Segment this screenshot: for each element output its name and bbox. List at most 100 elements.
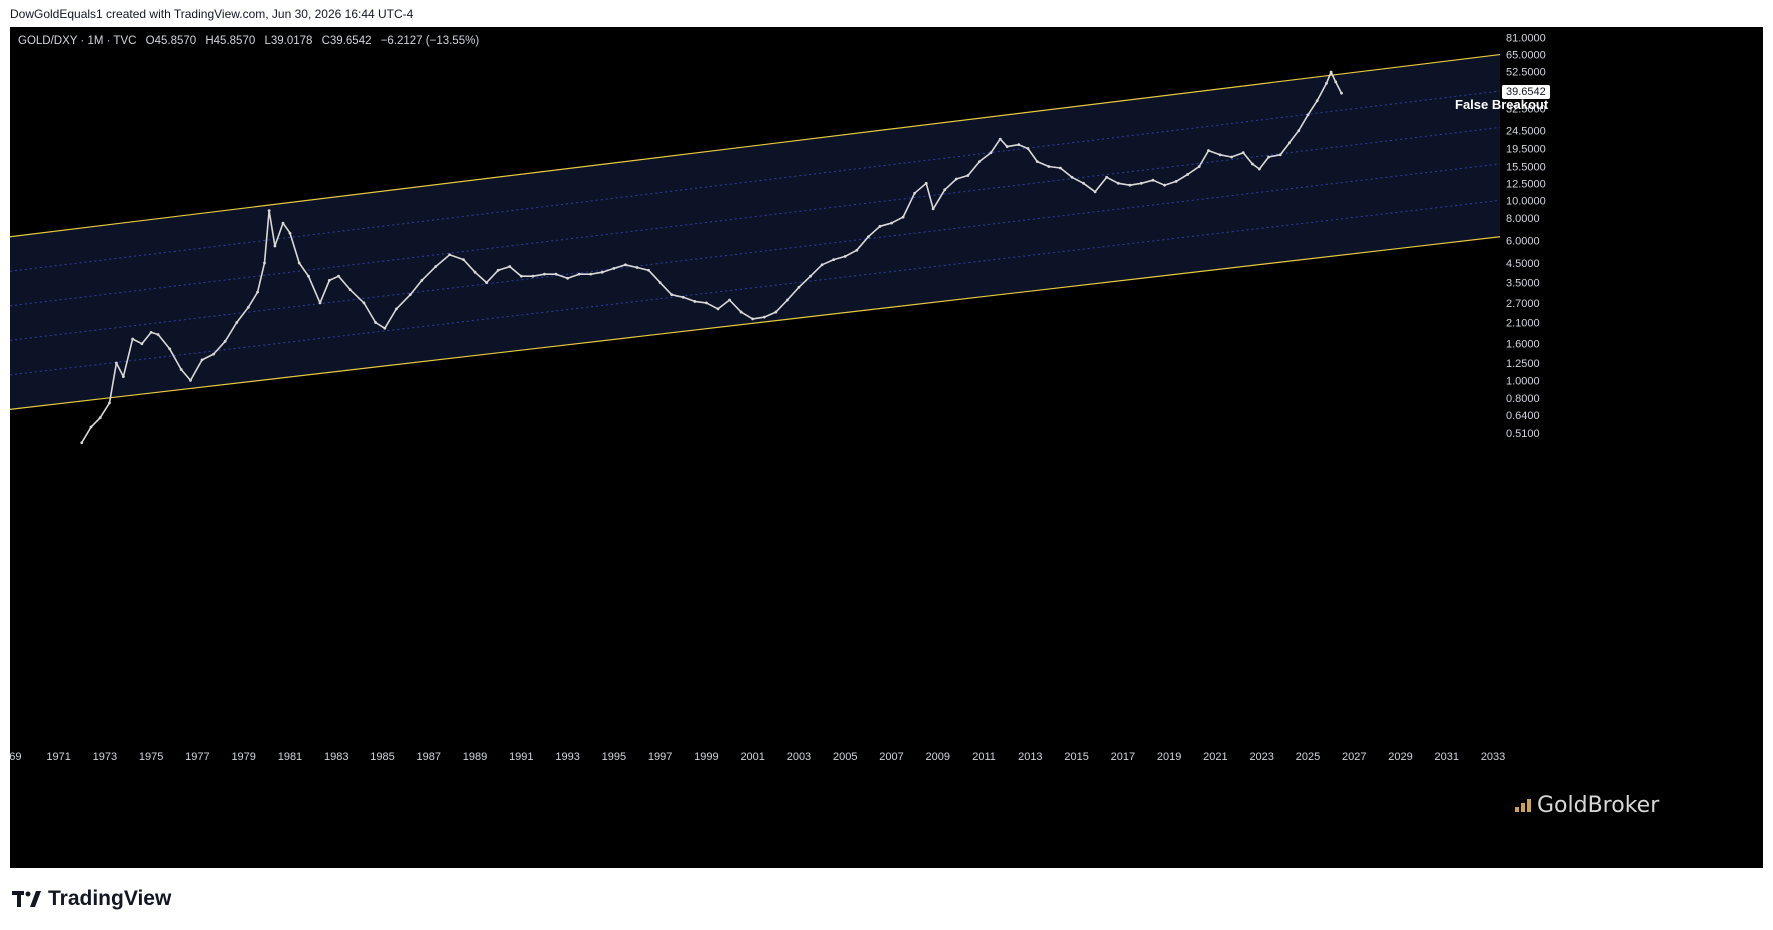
price-point-80: [943, 188, 947, 192]
channel-midline-3: [10, 126, 1501, 307]
price-point-82: [966, 174, 970, 177]
price-point-56: [670, 293, 674, 297]
price-point-105: [1218, 153, 1222, 157]
price-point-35: [420, 279, 424, 282]
price-point-19: [263, 261, 266, 265]
price-point-108: [1251, 162, 1254, 166]
price-point-66: [785, 298, 789, 302]
time-tick-30: 2029: [1388, 751, 1412, 763]
time-tick-3: 1975: [139, 751, 163, 763]
price-point-118: [1334, 80, 1338, 84]
price-point-75: [890, 221, 893, 225]
time-tick-22: 2013: [1018, 751, 1042, 763]
price-tick-2: 81.0000: [1506, 32, 1546, 44]
price-tick-8: 19.5000: [1506, 144, 1546, 156]
price-point-83: [978, 160, 981, 163]
price-point-41: [496, 268, 500, 272]
price-point-27: [327, 279, 331, 282]
price-point-43: [519, 274, 523, 278]
time-tick-1: 1971: [46, 751, 70, 763]
price-point-53: [635, 266, 639, 269]
price-point-92: [1070, 175, 1074, 179]
time-tick-20: 2009: [926, 751, 950, 763]
time-tick-25: 2019: [1157, 751, 1181, 763]
price-point-64: [762, 315, 766, 319]
time-tick-4: 1977: [185, 751, 209, 763]
legend-low: L39.0178: [264, 35, 313, 47]
price-point-48: [577, 272, 581, 276]
price-point-91: [1059, 166, 1062, 170]
time-tick-17: 2003: [787, 751, 811, 763]
price-point-59: [705, 301, 708, 305]
price-point-10: [168, 347, 172, 351]
price-point-50: [600, 270, 604, 274]
price-point-84: [989, 151, 993, 155]
goldbroker-text: GoldBroker: [1537, 793, 1660, 818]
chart-canvas[interactable]: 81.0000 65.0000 52.5000 32.5000 24.5000 19.50…: [10, 27, 1763, 868]
time-tick-2: 1973: [93, 751, 117, 763]
price-point-86: [1005, 145, 1009, 148]
price-point-22: [281, 221, 285, 225]
time-tick-5: 1979: [231, 751, 255, 763]
tradingview-brand: TradingView: [48, 887, 172, 910]
price-point-70: [832, 258, 836, 262]
price-point-37: [448, 253, 451, 257]
price-point-106: [1230, 155, 1234, 159]
price-point-112: [1288, 141, 1291, 145]
goldbroker-bars-icon: [1515, 799, 1531, 812]
time-tick-27: 2023: [1249, 751, 1273, 763]
price-point-67: [797, 285, 801, 289]
time-tick-0: 969: [10, 751, 21, 763]
price-point-98: [1139, 181, 1143, 185]
chart-area[interactable]: 81.0000 65.0000 52.5000 32.5000 24.5000 19.50…: [10, 27, 1763, 868]
time-axis-bg: [10, 745, 1763, 868]
goldbroker-watermark: GoldBroker: [1515, 793, 1659, 818]
price-point-95: [1105, 175, 1109, 179]
time-tick-26: 2021: [1203, 751, 1227, 763]
price-point-4: [115, 361, 118, 365]
price-point-63: [751, 317, 755, 321]
channel-midline-1: [10, 199, 1501, 376]
price-point-87: [1017, 143, 1021, 147]
price-point-45: [543, 272, 546, 276]
price-point-119: [1340, 91, 1343, 95]
price-point-115: [1315, 99, 1319, 103]
price-point-89: [1035, 160, 1039, 163]
price-point-60: [716, 307, 720, 311]
time-tick-8: 1985: [370, 751, 394, 763]
price-point-88: [1026, 147, 1030, 150]
price-point-114: [1306, 113, 1310, 117]
price-point-90: [1047, 165, 1051, 168]
price-point-57: [681, 295, 685, 299]
price-point-97: [1128, 183, 1132, 187]
price-point-3: [108, 401, 111, 405]
price-point-85: [998, 137, 1002, 141]
price-tick-11: 10.0000: [1506, 196, 1546, 208]
false-breakout-annotation: False Breakout: [1455, 97, 1549, 112]
price-point-107: [1241, 151, 1245, 155]
price-tick-12: 8.0000: [1506, 213, 1540, 225]
price-point-116: [1325, 81, 1328, 85]
price-point-81: [954, 177, 958, 181]
chart-credit: DowGoldEquals1 created with TradingView.…: [10, 7, 414, 21]
price-series-line: [81, 71, 1343, 444]
price-point-111: [1278, 153, 1282, 157]
price-point-72: [855, 248, 859, 252]
price-point-28: [337, 274, 340, 278]
price-point-94: [1093, 190, 1097, 194]
price-tick-3: 65.0000: [1506, 50, 1546, 62]
time-tick-9: 1987: [417, 751, 441, 763]
price-point-20: [267, 209, 271, 213]
legend-symbol: GOLD/DXY · 1M · TVC: [18, 35, 137, 47]
tradingview-logo-icon: [12, 891, 42, 907]
time-tick-11: 1991: [509, 751, 533, 763]
tradingview-footer[interactable]: TradingView: [12, 887, 171, 911]
price-tick-6: 32.5000: [1506, 104, 1546, 116]
price-point-93: [1082, 181, 1085, 185]
time-tick-31: 2031: [1435, 751, 1459, 763]
price-point-100: [1163, 183, 1166, 187]
price-point-55: [658, 281, 662, 285]
price-point-11: [179, 368, 183, 371]
price-point-109: [1257, 167, 1261, 171]
price-point-1: [89, 425, 93, 429]
